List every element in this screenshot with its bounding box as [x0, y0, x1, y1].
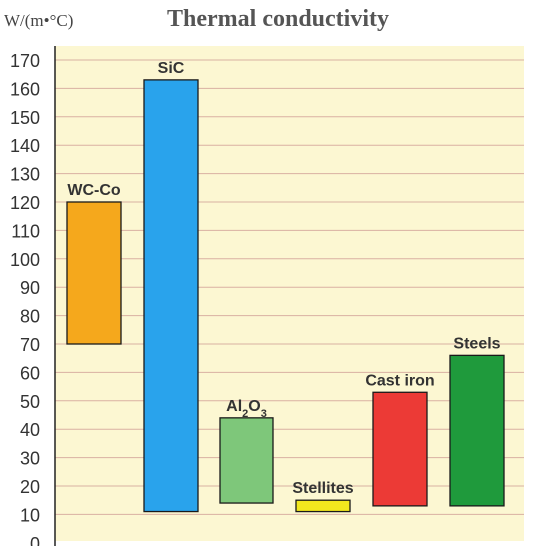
- y-tick-label: 100: [10, 250, 40, 270]
- bar-labels: WC-Co SiC Al2O3 Stellites Cast iron Steels: [67, 60, 500, 497]
- bar-label-steels: Steels: [453, 335, 500, 352]
- bar-wc-co: [66, 201, 122, 345]
- y-tick-label: 120: [10, 193, 40, 213]
- gridlines: [55, 59, 524, 515]
- y-axis-unit-label: W/(m•°C): [4, 11, 73, 30]
- y-tick-label: 130: [10, 165, 40, 185]
- bar-label-stellites: Stellites: [292, 480, 353, 497]
- y-tick-label: 0: [30, 534, 40, 546]
- y-tick-label: 30: [20, 449, 40, 469]
- y-tick-label: 80: [20, 307, 40, 327]
- y-tick-label: 40: [20, 420, 40, 440]
- bar-label-al2o3: Al2O3: [226, 398, 267, 420]
- bar-stellites: [295, 499, 351, 513]
- y-tick-label: 50: [20, 392, 40, 412]
- bar-steels: [449, 354, 505, 507]
- bars: [66, 79, 505, 513]
- y-tick-label: 150: [10, 108, 40, 128]
- y-tick-label: 70: [20, 335, 40, 355]
- bar-label-wc-co: WC-Co: [67, 182, 121, 199]
- y-tick-label: 90: [20, 278, 40, 298]
- chart-title: Thermal conductivity: [167, 6, 389, 32]
- bar-al2o3: [219, 417, 274, 504]
- bar-sic: [143, 79, 199, 513]
- y-tick-label: 170: [10, 51, 40, 71]
- bar-label-cast-iron: Cast iron: [365, 372, 434, 389]
- y-tick-label: 20: [20, 477, 40, 497]
- y-tick-label: 160: [10, 79, 40, 99]
- y-axis-tick-labels: 0 10 20 30 40 50 60 70 80 90 100 110 120 130 140 150 160…: [10, 51, 40, 546]
- bar-cast-iron: [372, 391, 428, 507]
- y-tick-label: 110: [11, 221, 40, 241]
- y-tick-label: 140: [10, 136, 40, 156]
- bar-label-sic: SiC: [158, 60, 185, 77]
- plot-area: [55, 46, 524, 541]
- y-tick-label: 60: [20, 363, 40, 383]
- y-tick-label: 10: [20, 505, 40, 525]
